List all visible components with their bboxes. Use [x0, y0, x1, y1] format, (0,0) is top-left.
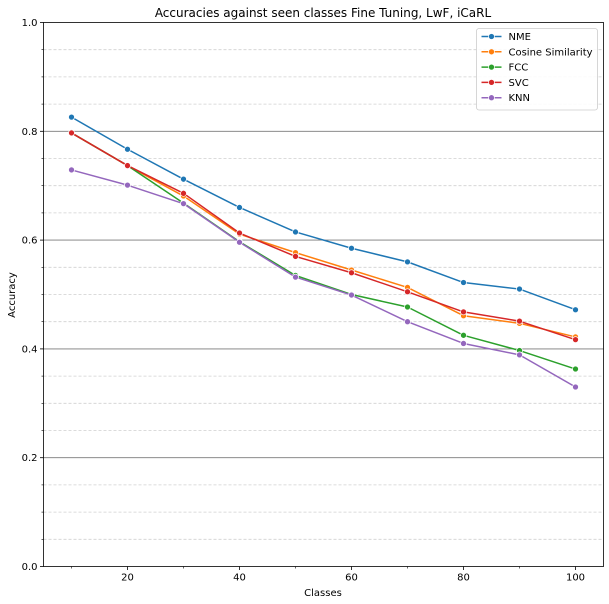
series-line-knn — [71, 169, 576, 388]
y-axis-title: Accuracy — [7, 272, 18, 318]
y-tick-label: 0.2 — [22, 453, 38, 464]
data-point-fcc — [404, 303, 411, 311]
legend-marker-fcc — [488, 63, 495, 71]
data-point-svc — [236, 229, 243, 237]
plot-area: 0.0 0.2 0.4 0.6 0.8 1.0 20 40 60 80 100 — [22, 18, 604, 584]
x-tick-label: 80 — [457, 573, 470, 584]
y-tick-label: 0.4 — [22, 344, 38, 355]
data-point-knn — [68, 166, 75, 174]
legend-label-cosine-similarity: Cosine Similarity — [509, 47, 593, 58]
data-point-knn — [460, 340, 467, 347]
legend-label-knn: KNN — [509, 93, 531, 104]
data-point-nme — [404, 258, 411, 266]
data-point-svc — [404, 288, 411, 296]
data-point-svc — [124, 162, 131, 169]
legend-marker-svc — [488, 79, 495, 86]
y-tick-label: 0.6 — [22, 236, 38, 247]
y-tick-label: 0.0 — [22, 562, 38, 573]
series-line-svc — [71, 132, 576, 341]
chart-title: Accuracies against seen classes Fine Tun… — [155, 6, 492, 20]
data-point-knn — [292, 273, 299, 281]
data-point-nme — [516, 285, 523, 293]
series-line-nme — [71, 116, 576, 311]
legend-label-nme: NME — [509, 32, 531, 43]
y-tick-label: 1.0 — [22, 18, 38, 29]
data-point-knn — [180, 200, 187, 208]
data-point-nme — [68, 113, 75, 121]
legend-box — [476, 28, 598, 111]
x-tick-label: 60 — [345, 573, 358, 584]
data-point-fcc — [572, 365, 579, 373]
data-point-svc — [460, 308, 467, 316]
x-tick-label: 20 — [121, 573, 134, 584]
data-point-knn — [572, 383, 579, 391]
data-point-nme — [348, 244, 355, 252]
data-point-nme — [292, 228, 299, 236]
x-tick-label: 100 — [566, 573, 585, 584]
data-point-nme — [572, 306, 579, 314]
series-line-cosine-similarity — [71, 132, 576, 338]
data-point-nme — [236, 204, 243, 211]
legend-label-fcc: FCC — [509, 63, 529, 74]
legend-marker-knn — [488, 94, 495, 102]
data-point-svc — [348, 269, 355, 277]
legend: NME Cosine Similarity FCC SVC KNN — [476, 28, 598, 111]
data-point-knn — [236, 238, 243, 246]
data-point-knn — [348, 291, 355, 299]
x-axis-title: Classes — [304, 588, 342, 599]
data-point-nme — [460, 279, 467, 286]
series-line-fcc — [71, 132, 576, 370]
data-point-svc — [572, 336, 579, 344]
data-point-fcc — [460, 331, 467, 339]
legend-marker-cosine-similarity — [488, 48, 495, 56]
data-point-svc — [180, 189, 187, 197]
y-tick-label: 0.8 — [22, 127, 38, 138]
data-point-nme — [180, 175, 187, 183]
x-tick-label: 40 — [233, 573, 246, 584]
legend-marker-nme — [488, 33, 495, 40]
data-point-svc — [292, 253, 299, 260]
data-point-knn — [124, 181, 131, 189]
legend-label-svc: SVC — [509, 78, 529, 89]
data-point-svc — [516, 317, 523, 325]
data-point-knn — [516, 351, 523, 359]
data-point-knn — [404, 318, 411, 326]
axes-frame — [43, 22, 604, 567]
data-point-svc — [68, 129, 75, 137]
data-point-nme — [124, 145, 131, 153]
